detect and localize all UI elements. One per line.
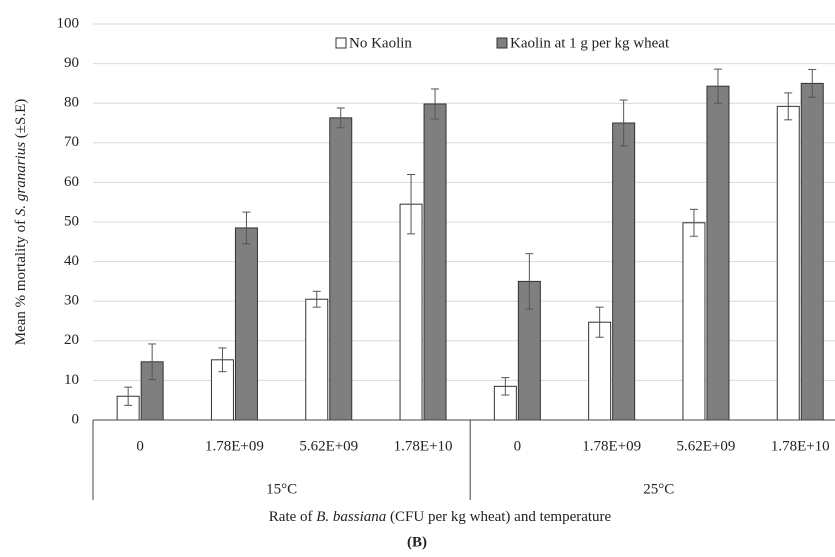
y-tick-label: 30 (64, 293, 79, 309)
x-tick-label: 0 (514, 438, 522, 454)
error-bar (431, 88, 440, 120)
error-bar (218, 347, 227, 373)
bar (612, 122, 636, 421)
error-bar (713, 68, 722, 104)
y-axis-label-part: S. granarius (13, 142, 29, 216)
legend-swatch (496, 37, 508, 49)
y-tick-label: 40 (64, 253, 79, 269)
caption: (B) (407, 534, 427, 550)
error-bar (242, 211, 251, 245)
x-tick-label: 0 (136, 438, 144, 454)
y-axis-label: Mean % mortality of S. granarius (±S.E) (13, 99, 29, 346)
bar (776, 105, 800, 421)
y-axis-label-part: Mean % mortality of (13, 216, 29, 345)
y-tick-label: 70 (64, 134, 79, 150)
group-label: 15°C (266, 481, 297, 497)
bar (305, 298, 329, 421)
error-bar (501, 377, 510, 396)
x-axis-label-part: (CFU per kg wheat) and temperature (386, 509, 611, 525)
y-tick-label: 90 (64, 55, 79, 71)
y-tick-label: 10 (64, 372, 79, 388)
error-bar (148, 343, 157, 381)
x-tick-label: 1.78E+09 (205, 438, 264, 454)
bar (800, 82, 824, 421)
error-bar (689, 208, 698, 237)
x-tick-label: 1.78E+09 (582, 438, 641, 454)
y-tick-label: 50 (64, 213, 79, 229)
x-tick-label: 1.78E+10 (771, 438, 830, 454)
x-axis-label: Rate of B. bassiana (CFU per kg wheat) a… (269, 509, 612, 525)
y-tick-label: 100 (57, 15, 80, 31)
error-bar (312, 290, 321, 308)
bar (706, 85, 730, 421)
error-bar (525, 253, 534, 310)
legend-label: Kaolin at 1 g per kg wheat (510, 35, 670, 51)
bar (234, 227, 258, 421)
bar (423, 103, 447, 421)
error-bar (336, 107, 345, 129)
error-bar (595, 306, 604, 338)
y-tick-label: 80 (64, 95, 79, 111)
legend-label: No Kaolin (349, 35, 412, 51)
x-tick-label: 1.78E+10 (394, 438, 453, 454)
x-axis-label-part: B. bassiana (316, 509, 386, 525)
x-axis-label-part: Rate of (269, 509, 316, 525)
bar (329, 117, 353, 421)
y-tick-label: 0 (72, 411, 80, 427)
error-bar (808, 69, 817, 98)
error-bar (124, 386, 133, 406)
error-bar (407, 173, 416, 235)
y-axis-label-part: (±S.E) (13, 99, 29, 142)
x-tick-label: 5.62E+09 (677, 438, 736, 454)
bar (399, 203, 423, 421)
legend-swatch (335, 37, 347, 49)
y-tick-label: 60 (64, 174, 79, 190)
error-bar (784, 92, 793, 121)
y-tick-label: 20 (64, 332, 79, 348)
error-bar (619, 99, 628, 147)
x-tick-label: 5.62E+09 (299, 438, 358, 454)
group-label: 25°C (643, 481, 674, 497)
bar (682, 222, 706, 421)
